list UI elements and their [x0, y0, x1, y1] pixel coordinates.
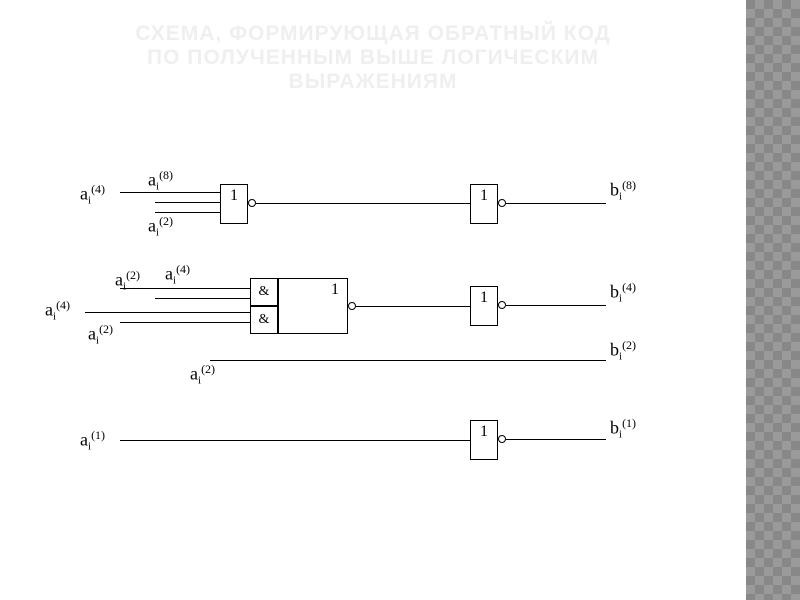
gate-and-top: & — [250, 278, 278, 306]
gate-label: 1 — [331, 281, 339, 299]
wire — [85, 312, 250, 313]
page-title: СХЕМА, ФОРМИРУЮЩАЯ ОБРАТНЫЙ КОД ПО ПОЛУЧ… — [0, 22, 746, 94]
gate-label: & — [259, 284, 270, 300]
label-b-i-8: bi(8) — [610, 178, 636, 203]
gate-or-3: 1 — [470, 286, 498, 326]
wire — [356, 306, 470, 307]
wire — [506, 305, 606, 306]
title-line-2: ПО ПОЛУЧЕННЫМ ВЫШЕ ЛОГИЧЕСКИМ — [147, 46, 599, 69]
label-a-i-4: ai(4) — [80, 182, 105, 207]
gate-label: 1 — [480, 187, 488, 205]
wire — [256, 203, 470, 204]
label-a-i-4: ai(4) — [45, 298, 70, 323]
gate-and-bot: & — [250, 306, 278, 334]
label-b-i-4: bi(4) — [610, 280, 636, 305]
inversion-dot — [248, 199, 256, 207]
inversion-dot — [498, 435, 506, 443]
wire — [506, 439, 606, 440]
label-b-i-2: bi(2) — [610, 338, 636, 363]
wire — [155, 298, 250, 299]
inversion-dot — [498, 301, 506, 309]
gate-or-2: 1 — [470, 184, 498, 224]
label-a-i-2: ai(2) — [190, 362, 215, 387]
title-line-3: ВЫРАЖЕНИЯМ — [289, 70, 458, 93]
label-a-i-2: ai(2) — [88, 322, 113, 347]
wire — [155, 202, 220, 203]
gate-or-1: 1 — [220, 184, 248, 224]
title-line-1: СХЕМА, ФОРМИРУЮЩАЯ ОБРАТНЫЙ КОД — [135, 22, 610, 45]
inversion-dot — [498, 199, 506, 207]
label-a-i-2: ai(2) — [115, 268, 140, 293]
wire — [506, 203, 606, 204]
gate-label: 1 — [480, 423, 488, 441]
wire — [155, 212, 220, 213]
gate-or-combined: 1 — [278, 278, 348, 334]
circuit-diagram: 1 1 ai(4) ai(8) ai(2) bi(8) & — [60, 170, 660, 530]
label-b-i-1: bi(1) — [610, 416, 636, 441]
slide: СХЕМА, ФОРМИРУЮЩАЯ ОБРАТНЫЙ КОД ПО ПОЛУЧ… — [0, 20, 746, 580]
label-a-i-8: ai(8) — [148, 168, 173, 193]
wire — [120, 440, 470, 441]
gate-label: & — [259, 312, 270, 328]
slide-strip — [746, 0, 800, 600]
gate-label: 1 — [480, 289, 488, 307]
label-a-i-4: ai(4) — [165, 262, 190, 287]
gate-label: 1 — [230, 187, 238, 205]
gate-or-4: 1 — [470, 420, 498, 460]
wire — [210, 360, 606, 361]
label-a-i-1: ai(1) — [80, 428, 105, 453]
inversion-dot — [348, 302, 356, 310]
label-a-i-2: ai(2) — [148, 214, 173, 239]
wire — [120, 322, 250, 323]
